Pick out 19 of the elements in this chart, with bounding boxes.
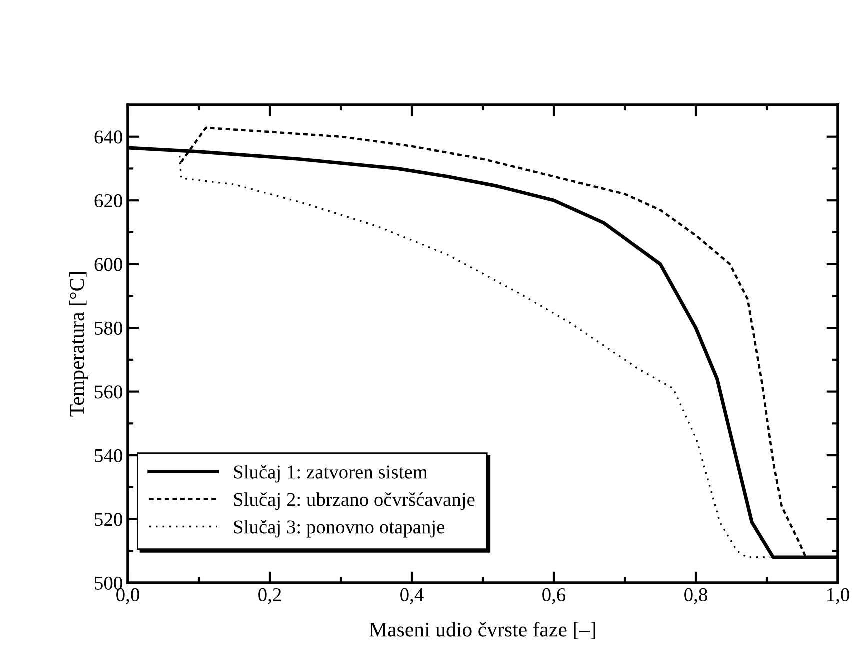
y-tick-label: 500 xyxy=(95,576,122,590)
y-tick-label: 520 xyxy=(95,513,122,526)
y-tick-label: 600 xyxy=(94,258,122,272)
x-axis-title: Maseni udio čvrste faze [–] xyxy=(370,622,596,640)
x-tick-label: 0,6 xyxy=(542,588,566,604)
x-tick-label: 1,0 xyxy=(828,588,850,604)
y-tick-label: 640 xyxy=(94,130,122,144)
y-axis-title: Temperatura [°C] xyxy=(70,272,88,417)
y-tick-label: 560 xyxy=(95,386,122,399)
y-tick-label: 540 xyxy=(95,449,122,462)
x-tick-label: 0,4 xyxy=(400,588,424,604)
legend-label: Slučaj 3: ponovno otapanje xyxy=(234,520,445,538)
x-tick-label: 0,8 xyxy=(684,588,708,604)
x-tick-label: 0,0 xyxy=(116,588,140,604)
x-tick-label: 0,2 xyxy=(258,588,282,604)
y-tick-label: 580 xyxy=(95,322,122,336)
y-tick-label: 620 xyxy=(94,194,122,208)
legend-label: Slučaj 2: ubrzano očvršćavanje xyxy=(234,492,475,510)
legend-label: Slučaj 1: zatvoren sistem xyxy=(234,465,428,483)
